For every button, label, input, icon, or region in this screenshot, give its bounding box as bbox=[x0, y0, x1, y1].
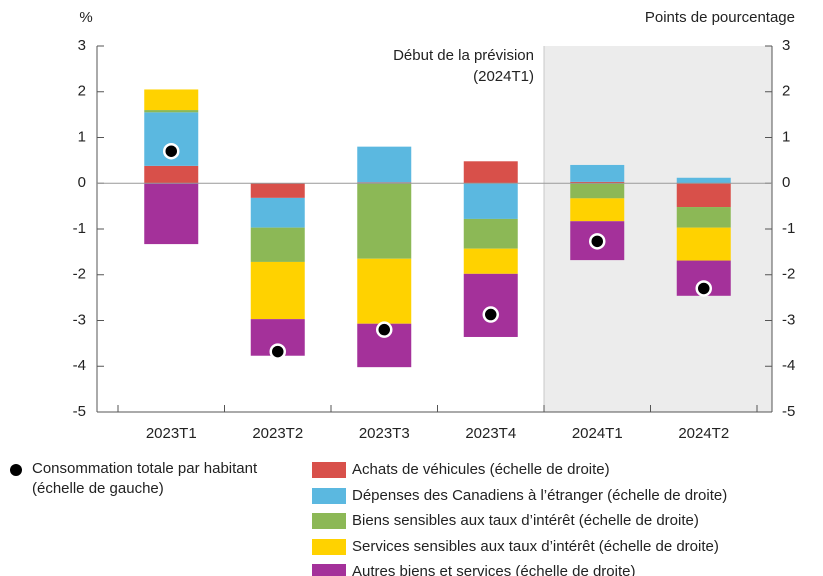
y2-tick-label: -5 bbox=[782, 403, 795, 420]
y2-tick-label: 1 bbox=[782, 128, 790, 145]
legend-swatch bbox=[312, 513, 346, 529]
legend-swatch bbox=[312, 487, 346, 504]
y-tick-label: -3 bbox=[73, 311, 86, 328]
legend-label: Biens sensibles aux taux d’intérêt (éche… bbox=[352, 512, 699, 529]
bar-segment bbox=[676, 183, 731, 208]
bar-segment bbox=[463, 218, 518, 249]
y-tick-label: -5 bbox=[73, 403, 86, 420]
y-tick-label: 0 bbox=[78, 174, 86, 191]
bar-segment bbox=[570, 198, 625, 222]
legend-swatch bbox=[312, 538, 346, 555]
chart: % Points de pourcentage Début de la prév… bbox=[73, 9, 796, 442]
annotation: Début de la prévision bbox=[393, 47, 534, 64]
y2-tick-label: -4 bbox=[782, 357, 795, 374]
bar-segment bbox=[250, 261, 305, 320]
y2-axis-label: Points de pourcentage bbox=[645, 9, 795, 26]
legend-label: Consommation totale par habitant (échell… bbox=[32, 460, 258, 497]
legend-dot bbox=[10, 464, 22, 476]
x-tick-label: 2023T2 bbox=[252, 425, 303, 442]
dot bbox=[376, 321, 393, 338]
y-tick-label: -2 bbox=[73, 266, 86, 283]
legend-label: Services sensibles aux taux d’intérêt (é… bbox=[352, 537, 719, 555]
y2-tick-label: 3 bbox=[782, 37, 790, 54]
dot bbox=[269, 343, 286, 360]
bar-segment bbox=[250, 183, 305, 198]
bar-segment bbox=[676, 227, 731, 261]
dot bbox=[482, 306, 499, 323]
annotation: (2024T1) bbox=[473, 68, 534, 85]
bar-segment bbox=[357, 183, 412, 259]
bar-segment bbox=[570, 181, 625, 184]
y2-tick-label: 2 bbox=[782, 83, 790, 100]
legend-label: Dépenses des Canadiens à l’étranger (éch… bbox=[352, 486, 728, 504]
x-tick-label: 2024T2 bbox=[678, 425, 729, 442]
y-tick-label: 2 bbox=[78, 83, 86, 100]
y2-tick-label: -2 bbox=[782, 266, 795, 283]
y-axis-label: % bbox=[79, 9, 92, 26]
bar-segment bbox=[676, 207, 731, 228]
x-tick-label: 2023T4 bbox=[465, 425, 516, 442]
y-tick-label: 1 bbox=[78, 128, 86, 145]
dot bbox=[589, 233, 606, 250]
legend-label: Achats de véhicules (échelle de droite) bbox=[352, 461, 610, 478]
legend-swatch bbox=[312, 564, 346, 576]
bar-segment bbox=[357, 146, 412, 183]
x-tick-label: 2023T3 bbox=[359, 425, 410, 442]
bar-segment bbox=[570, 164, 625, 182]
bar-segment bbox=[463, 183, 518, 219]
x-tick-label: 2024T1 bbox=[572, 425, 623, 442]
x-tick-label: 2023T1 bbox=[146, 425, 197, 442]
bar-segment bbox=[463, 161, 518, 184]
dot bbox=[695, 280, 712, 297]
bar-segment bbox=[570, 183, 625, 199]
y-tick-label: 3 bbox=[78, 37, 86, 54]
legend-swatch bbox=[312, 462, 346, 478]
bar-segment bbox=[463, 248, 518, 274]
bar-segment bbox=[357, 258, 412, 324]
bar-segment bbox=[676, 177, 731, 184]
y-tick-label: -1 bbox=[73, 220, 86, 237]
y2-tick-label: 0 bbox=[782, 174, 790, 191]
bar-segment bbox=[463, 273, 518, 337]
y-tick-label: -4 bbox=[73, 357, 86, 374]
bar-segment bbox=[144, 183, 199, 245]
dot bbox=[163, 142, 180, 160]
bar-segment bbox=[250, 197, 305, 228]
bar-segment bbox=[144, 89, 199, 111]
bar-segment bbox=[144, 165, 199, 184]
bar-segment bbox=[144, 110, 199, 113]
legend-label: Autres biens et services (échelle de dro… bbox=[352, 563, 636, 576]
y2-tick-label: -3 bbox=[782, 311, 795, 328]
y2-tick-label: -1 bbox=[782, 220, 795, 237]
bar-segment bbox=[250, 227, 305, 262]
